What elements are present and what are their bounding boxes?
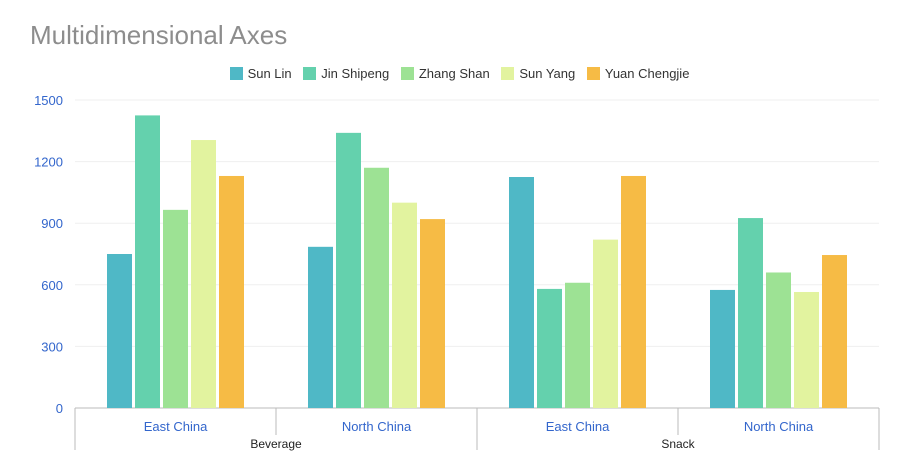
legend-item-sun-lin[interactable]: Sun Lin	[229, 66, 292, 81]
bar-yuan-chengjie-2	[621, 175, 646, 408]
bar-jin-shipeng-2	[537, 288, 562, 408]
legend-swatch-yuan-chengjie	[586, 67, 600, 80]
bar-sun-yang-1	[392, 202, 417, 408]
legend-item-jin-shipeng[interactable]: Jin Shipeng	[303, 66, 389, 81]
bar-jin-shipeng-1	[336, 132, 361, 408]
chart-legend: Sun Lin Jin Shipeng Zhang Shan Sun Yang …	[0, 66, 919, 83]
y-tick-label-1500: 1500	[34, 93, 63, 108]
bar-zhang-shan-2	[565, 282, 590, 408]
x-tick-label-3: North China	[744, 419, 814, 434]
bar-zhang-shan-0	[163, 209, 188, 408]
legend-swatch-zhang-shan	[400, 67, 414, 80]
legend-swatch-sun-lin	[229, 67, 243, 80]
bar-jin-shipeng-3	[738, 218, 763, 408]
legend-swatch-sun-yang	[501, 67, 515, 80]
legend-label-yuan-chengjie: Yuan Chengjie	[604, 66, 690, 81]
x-tick-label-0: East China	[144, 419, 208, 434]
chart-title: Multidimensional Axes	[30, 20, 288, 50]
bar-sun-lin-1	[308, 246, 333, 408]
bar-sun-yang-0	[191, 140, 216, 409]
legend-item-sun-yang[interactable]: Sun Yang	[501, 66, 575, 81]
bar-yuan-chengjie-3	[822, 255, 847, 408]
bar-sun-lin-2	[509, 177, 534, 408]
legend-label-zhang-shan: Zhang Shan	[418, 66, 490, 81]
legend-label-sun-lin: Sun Lin	[247, 66, 292, 81]
bar-zhang-shan-3	[766, 272, 791, 408]
bar-yuan-chengjie-1	[420, 219, 445, 408]
y-tick-label-1200: 1200	[34, 155, 63, 170]
y-tick-label-900: 900	[41, 216, 63, 231]
group-label-1: Snack	[661, 437, 695, 451]
y-tick-label-300: 300	[41, 339, 63, 354]
bar-sun-yang-3	[794, 291, 819, 408]
group-label-0: Beverage	[250, 437, 302, 451]
legend-swatch-jin-shipeng	[303, 67, 317, 80]
legend-item-zhang-shan[interactable]: Zhang Shan	[400, 66, 490, 81]
legend-item-yuan-chengjie[interactable]: Yuan Chengjie	[586, 66, 690, 81]
bar-jin-shipeng-0	[135, 115, 160, 409]
legend-label-jin-shipeng: Jin Shipeng	[321, 66, 390, 81]
y-tick-label-0: 0	[56, 401, 63, 416]
bar-yuan-chengjie-0	[219, 175, 244, 408]
y-tick-label-600: 600	[41, 278, 63, 293]
bar-zhang-shan-1	[364, 167, 389, 408]
legend-label-sun-yang: Sun Yang	[519, 66, 576, 81]
x-tick-label-1: North China	[342, 419, 412, 434]
x-tick-label-2: East China	[546, 419, 610, 434]
bar-sun-lin-0	[107, 254, 132, 408]
bar-sun-lin-3	[710, 289, 735, 408]
bar-sun-yang-2	[593, 239, 618, 408]
